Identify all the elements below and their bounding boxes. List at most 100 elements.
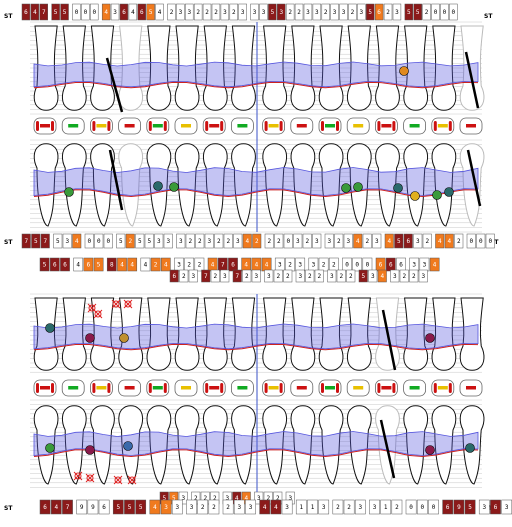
measure-value: 4 [265,262,269,269]
occlusal-mark [264,383,268,393]
measure-value: 5 [43,262,47,269]
tooth [118,143,144,227]
measure-cell [346,269,356,283]
tooth [90,405,115,485]
measure-value: 0 [420,504,424,511]
furcation-marker-x [123,299,133,309]
measure-cell [119,3,129,21]
measure-value: 5 [271,9,275,16]
measure-value: 3 [375,238,379,245]
measure-cell [273,269,283,283]
measure-value: 6 [406,238,410,245]
measure-value: 3 [423,262,427,269]
measure-value: 2 [402,273,406,280]
measure-cell [409,269,419,283]
measure-value: 6 [172,273,176,280]
measure-cell [220,3,230,21]
measure-cell [135,499,147,515]
measure-value: 5 [149,9,153,16]
tooth [61,297,87,371]
measure-cell [391,499,403,515]
measure-value: 2 [305,238,309,245]
measure-cell [422,3,431,21]
measure-value: 5 [139,504,143,511]
measure-cell [117,257,127,272]
measure-cell [39,257,50,272]
measure-cell [264,233,274,249]
measure-value: 3 [358,504,362,511]
measure-cell [336,269,346,283]
tooth [403,297,429,371]
measure-cell [384,233,394,249]
measure-value: 2 [212,504,216,511]
tooth [118,297,144,371]
measure-cell [428,499,439,515]
tooth [375,25,400,111]
measure-value: 0 [469,238,473,245]
measure-value: 5 [407,9,411,16]
measure-cell [274,233,284,249]
occlusal-mark [279,121,283,131]
measure-cell [435,233,445,249]
st-label-upper-pal-left: ST [4,239,13,246]
occlusal-mark [152,124,163,128]
measure-value: 3 [181,495,185,502]
measure-cell [464,499,476,515]
occlusal-mark [163,121,167,131]
measure-value: 3 [393,273,397,280]
measure-value: 2 [213,495,217,502]
st-label-bottom-left: ST [4,505,13,512]
measure-cell [238,3,247,21]
measure-cell [176,233,186,249]
measure-value: 6 [399,262,403,269]
measure-value: 1 [384,504,388,511]
measure-value: 3 [249,504,253,511]
measure-value: 3 [298,273,302,280]
measure-value: 3 [327,238,331,245]
occlusal-mark [36,121,39,131]
measure-cell [149,499,161,515]
occlusal-mark [220,121,224,131]
measure-value: 2 [425,238,429,245]
measure-cell [62,499,73,515]
occlusal-mark [325,124,335,128]
measure-value: 0 [97,238,101,245]
measure-value: 3 [416,238,420,245]
measure-value: 2 [194,495,198,502]
tooth [403,143,429,227]
measure-value: 3 [330,273,334,280]
measure-cell [283,233,293,249]
measure-value: 4 [104,9,108,16]
measure-cell [220,269,230,283]
measure-cell [312,233,322,249]
measure-value: 1 [299,504,303,511]
measure-cell [357,3,366,21]
measure-value: 2 [203,495,207,502]
tooth [146,297,172,371]
measure-cell [321,3,330,21]
measure-cell [431,3,440,21]
occlusal-mark [237,386,248,390]
measure-value: 2 [276,273,280,280]
measure-value: 7 [204,273,208,280]
measure-cell [303,3,313,21]
measure-value: 0 [434,9,438,16]
measure-cell [281,499,293,515]
tooth [318,143,344,227]
measure-value: 7 [43,238,47,245]
measure-value: 6 [24,9,28,16]
measure-value: 2 [217,238,221,245]
measure-value: 2 [187,262,191,269]
measure-cell [201,269,211,283]
finding-marker [444,187,454,197]
measure-cell [176,3,185,21]
furcation-marker [124,300,132,308]
measure-cell [353,233,363,249]
finding-marker [399,66,409,76]
measure-cell [222,499,234,515]
measure-value: 5 [128,504,132,511]
tooth [346,25,372,111]
upper-palatal-teeth [33,143,485,227]
